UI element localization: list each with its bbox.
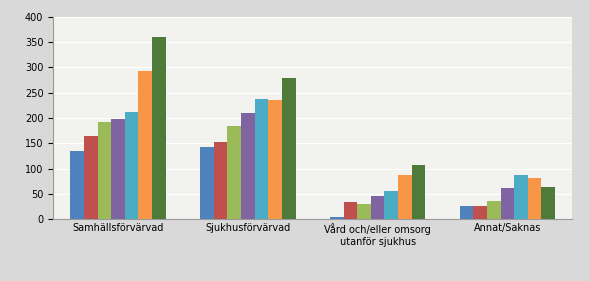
Bar [214,142,227,219]
Bar [343,202,357,219]
Bar [84,136,97,219]
Bar [227,126,241,219]
Bar [241,113,255,219]
Bar [460,205,473,219]
Bar [357,203,371,219]
Bar [282,78,296,219]
Bar [500,188,514,219]
Bar [385,191,398,219]
Bar [255,99,268,219]
Bar [125,112,139,219]
Bar [398,175,412,219]
Bar [514,175,528,219]
Bar [139,71,152,219]
Bar [70,151,84,219]
Bar [542,187,555,219]
Bar [111,119,125,219]
Bar [330,217,343,219]
Bar [528,178,542,219]
Bar [412,165,425,219]
Bar [97,122,111,219]
Bar [152,37,166,219]
Bar [371,196,385,219]
Bar [268,100,282,219]
Bar [473,205,487,219]
Bar [487,201,500,219]
Bar [200,147,214,219]
